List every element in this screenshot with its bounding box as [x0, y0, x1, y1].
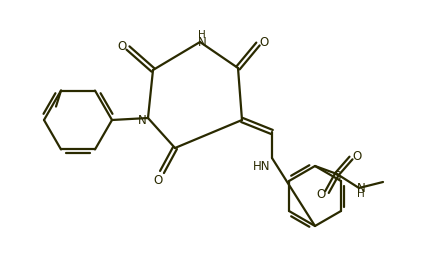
Text: H: H: [357, 189, 365, 199]
Text: S: S: [333, 170, 341, 183]
Text: N: N: [138, 113, 146, 127]
Text: H: H: [198, 30, 206, 40]
Text: O: O: [117, 41, 127, 53]
Text: HN: HN: [252, 160, 270, 172]
Text: O: O: [260, 36, 269, 50]
Text: O: O: [352, 150, 362, 163]
Text: O: O: [153, 173, 162, 187]
Text: O: O: [316, 188, 326, 200]
Text: N: N: [197, 36, 206, 50]
Text: N: N: [357, 182, 365, 194]
